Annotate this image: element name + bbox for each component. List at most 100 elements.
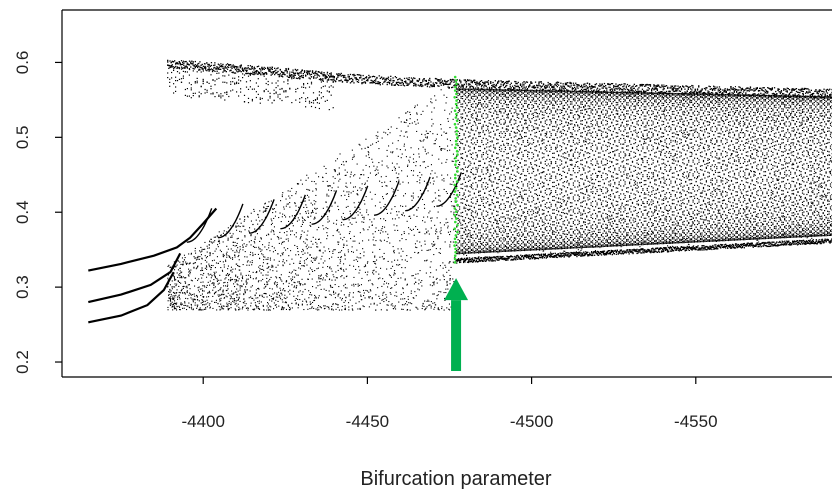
data-point: [784, 198, 786, 200]
data-point: [827, 111, 829, 113]
data-point: [637, 250, 639, 252]
data-point: [795, 88, 798, 90]
data-point: [729, 244, 731, 246]
data-point: [791, 193, 793, 195]
data-point: [813, 97, 815, 99]
data-point: [688, 147, 690, 150]
data-point: [541, 231, 543, 233]
data-point: [698, 123, 700, 125]
data-point: [448, 83, 450, 85]
data-point: [641, 88, 644, 90]
data-point: [498, 81, 500, 83]
data-point: [425, 80, 427, 82]
data-point: [210, 93, 212, 95]
data-point: [630, 89, 632, 91]
data-point: [491, 258, 493, 261]
data-point: [526, 257, 528, 259]
data-point: [303, 83, 305, 85]
data-point: [699, 127, 702, 129]
data-point: [803, 163, 805, 165]
data-point: [722, 196, 724, 198]
data-point: [277, 94, 279, 96]
data-point: [784, 160, 786, 162]
data-point: [494, 260, 496, 262]
data-point: [192, 64, 194, 66]
data-point: [642, 92, 644, 94]
data-point: [202, 65, 204, 67]
data-point: [699, 165, 702, 167]
data-point: [692, 121, 694, 124]
data-point: [815, 90, 817, 92]
data-point: [569, 246, 572, 248]
data-point: [755, 245, 757, 247]
data-point: [388, 80, 391, 82]
data-point: [707, 144, 709, 146]
data-point: [711, 227, 713, 229]
data-point: [487, 83, 490, 86]
data-point: [806, 91, 808, 93]
data-point: [581, 255, 583, 257]
data-point: [528, 172, 530, 175]
data-point: [270, 68, 272, 70]
data-point: [418, 78, 421, 80]
data-point: [539, 88, 541, 90]
data-point: [460, 259, 462, 261]
data-point: [674, 90, 676, 92]
data-point: [544, 255, 546, 257]
data-point: [775, 207, 777, 209]
data-point: [508, 257, 510, 260]
data-point: [462, 87, 464, 89]
data-point: [354, 74, 356, 77]
data-point: [641, 249, 643, 251]
data-point: [223, 67, 225, 69]
data-point: [732, 88, 734, 91]
data-point: [236, 81, 238, 83]
data-point: [500, 123, 502, 125]
data-point: [503, 258, 505, 261]
data-point: [730, 245, 733, 247]
data-point: [650, 250, 652, 253]
data-point: [494, 87, 496, 89]
data-point: [452, 78, 454, 81]
data-point: [395, 77, 398, 79]
data-point: [792, 89, 794, 91]
data-point: [637, 88, 639, 90]
data-point: [573, 251, 575, 254]
data-point: [271, 71, 273, 73]
data-point: [590, 191, 592, 193]
data-point: [587, 254, 589, 256]
data-point: [545, 84, 547, 87]
data-point: [265, 78, 267, 80]
data-point: [408, 83, 410, 85]
data-point: [661, 247, 663, 249]
data-point: [634, 139, 637, 141]
data-point: [781, 155, 783, 157]
data-point: [395, 81, 398, 84]
data-point: [606, 252, 609, 254]
data-point: [464, 98, 467, 100]
data-point: [798, 161, 801, 163]
data-point: [315, 70, 317, 72]
data-point: [714, 89, 716, 91]
data-point: [232, 72, 234, 74]
data-point: [282, 76, 284, 78]
data-point: [503, 108, 505, 110]
data-point: [716, 181, 718, 183]
data-point: [668, 115, 671, 117]
data-point: [383, 81, 385, 83]
data-point: [655, 248, 657, 250]
data-point: [440, 78, 442, 80]
data-point: [175, 65, 177, 68]
data-point: [351, 77, 353, 80]
data-point: [496, 89, 498, 91]
data-point: [352, 74, 354, 76]
data-point: [642, 248, 644, 250]
data-point: [439, 81, 441, 83]
data-point: [510, 112, 512, 114]
data-point: [336, 78, 338, 80]
data-point: [532, 255, 535, 257]
data-point: [280, 75, 283, 77]
data-point: [620, 253, 622, 255]
data-point: [491, 91, 493, 93]
data-point: [677, 247, 679, 249]
